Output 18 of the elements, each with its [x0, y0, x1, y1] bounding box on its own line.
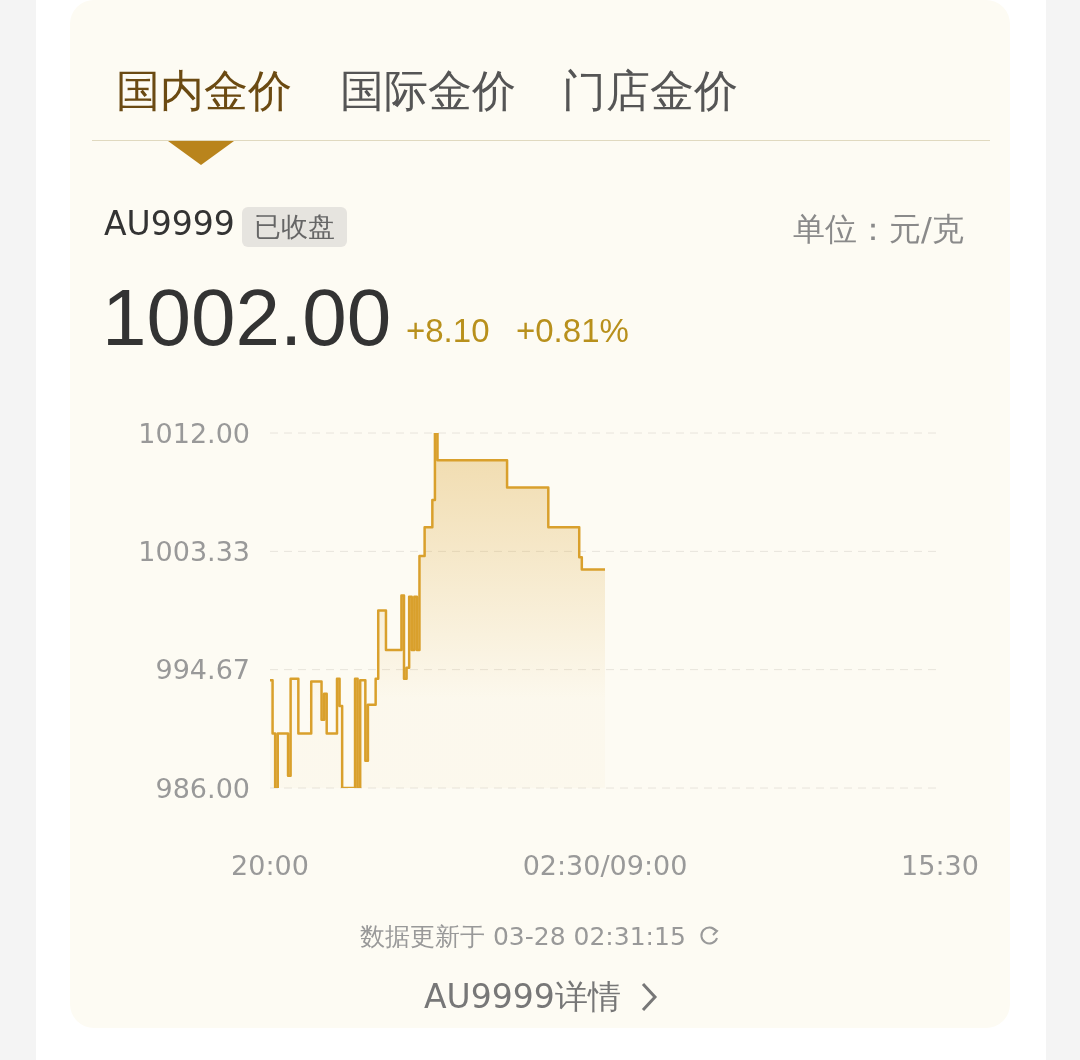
text: 数据更新于 03-28 02:31:15: [360, 921, 686, 953]
text: AU9999详情: [424, 976, 621, 1018]
x-tick-label: 15:30: [901, 850, 979, 882]
text: 门店金价: [562, 64, 738, 118]
text: 国内金价: [116, 64, 292, 118]
y-tick-label: 1012.00: [138, 417, 250, 449]
x-tick-label: 02:30/09:00: [522, 850, 688, 882]
text: 国际金价: [340, 64, 516, 118]
x-tick-label: 20:00: [231, 850, 309, 882]
text: 单位：元/克: [793, 209, 964, 250]
text: +0.81%: [516, 312, 629, 350]
chart-title: AU9999: [104, 204, 235, 243]
text: +8.10: [406, 312, 490, 350]
y-tick-label: 994.67: [155, 654, 250, 686]
y-tick-label: 986.00: [155, 772, 250, 804]
y-tick-label: 1003.33: [138, 535, 250, 567]
text: 1002.00: [102, 272, 392, 364]
chart-subtitle: 已收盘: [242, 207, 347, 247]
